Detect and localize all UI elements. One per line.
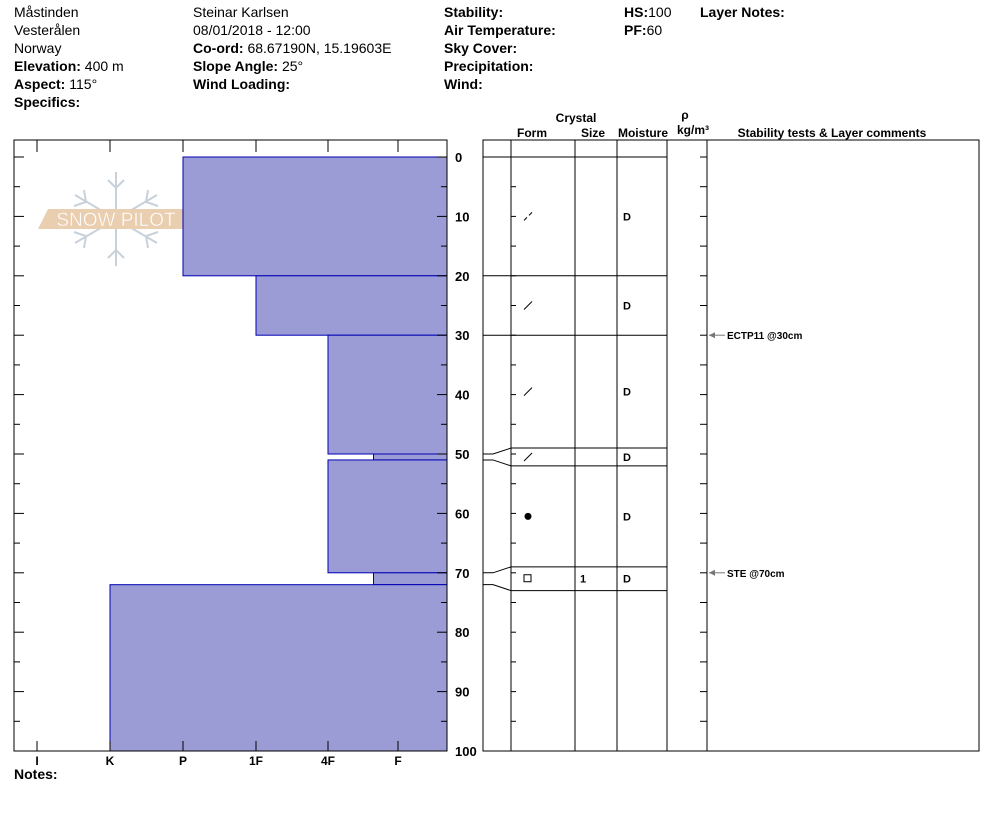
faceted-form-icon bbox=[523, 452, 533, 462]
comments-header: Stability tests & Layer comments bbox=[738, 126, 927, 140]
column-headers: Crystal Form Size Moisture ρ kg/m³ Stabi… bbox=[517, 108, 927, 140]
hardness-label-F: F bbox=[394, 754, 401, 768]
decomposing-particles-icon bbox=[523, 212, 533, 221]
depth-connector bbox=[483, 584, 512, 592]
depth-label: 40 bbox=[455, 388, 469, 403]
depth-connector bbox=[483, 566, 512, 574]
crystal-size: 1 bbox=[580, 574, 586, 586]
layer-notes: Layer Notes: bbox=[700, 4, 785, 20]
depth-connector bbox=[483, 459, 512, 467]
hardness-bar-6 bbox=[109, 584, 448, 752]
wind-loading: Wind Loading: bbox=[193, 76, 291, 92]
country: Norway bbox=[14, 40, 62, 56]
depth-label: 20 bbox=[455, 269, 469, 284]
logo-banner bbox=[38, 209, 194, 229]
layer-row: D bbox=[523, 452, 631, 464]
hardness-plot-frame bbox=[13, 139, 448, 752]
hardness-label-K: K bbox=[106, 754, 115, 768]
depth-label: 100 bbox=[455, 744, 477, 759]
wind: Wind: bbox=[444, 76, 483, 92]
layer-row: D bbox=[524, 511, 631, 523]
hardness-bar-2 bbox=[327, 334, 448, 455]
faceted-form-icon bbox=[523, 387, 533, 396]
aspect: Aspect: 115° bbox=[14, 76, 98, 92]
logo-text: SNOW PILOT bbox=[56, 210, 176, 231]
moisture-value: D bbox=[623, 211, 631, 223]
arrow-head-icon bbox=[709, 569, 715, 576]
location: Måstinden bbox=[14, 4, 79, 20]
hardness-label-I: I bbox=[35, 754, 38, 768]
depth-label: 0 bbox=[455, 150, 462, 165]
pf: PF:60 bbox=[624, 22, 663, 38]
depth-label: 80 bbox=[455, 625, 469, 640]
moisture-value: D bbox=[623, 452, 631, 464]
moisture-header: Moisture bbox=[618, 126, 668, 140]
hardness-label-1F: 1F bbox=[249, 754, 263, 768]
sky-cover: Sky Cover: bbox=[444, 40, 518, 56]
rho-header: ρ bbox=[681, 108, 688, 122]
stability: Stability: bbox=[444, 4, 504, 20]
layer-row: D bbox=[523, 387, 631, 399]
moisture-value: D bbox=[623, 511, 631, 523]
arrow-head-icon bbox=[709, 332, 715, 339]
air-temperature: Air Temperature: bbox=[444, 22, 556, 38]
notes: Notes: bbox=[14, 766, 58, 782]
test-label: STE @70cm bbox=[727, 569, 785, 580]
density-unit-header: kg/m³ bbox=[677, 123, 709, 137]
stability-test: ECTP11 @30cm bbox=[709, 331, 802, 342]
depth-label: 60 bbox=[455, 506, 469, 521]
depth-label: 50 bbox=[455, 447, 469, 462]
depth-label: 70 bbox=[455, 566, 469, 581]
hs: HS:100 bbox=[624, 4, 672, 20]
elevation: Elevation: 400 m bbox=[14, 58, 124, 74]
size-header: Size bbox=[581, 126, 605, 140]
form-header: Form bbox=[517, 126, 547, 140]
moisture-value: D bbox=[623, 301, 631, 313]
hardness-bar-5 bbox=[373, 572, 448, 586]
snowpilot-logo: SNOW PILOT bbox=[38, 172, 194, 266]
depth-label: 90 bbox=[455, 685, 469, 700]
observer: Steinar Karlsen bbox=[193, 4, 289, 20]
layer-row: D bbox=[523, 301, 631, 313]
hardness-label-4F: 4F bbox=[321, 754, 335, 768]
hardness-bar-1 bbox=[255, 275, 448, 336]
region: Vesterålen bbox=[14, 22, 81, 38]
datetime: 08/01/2018 - 12:00 bbox=[193, 22, 311, 38]
moisture-value: D bbox=[623, 387, 631, 399]
test-label: ECTP11 @30cm bbox=[727, 331, 802, 342]
faceted-form-icon bbox=[523, 301, 533, 310]
stability-test: STE @70cm bbox=[709, 569, 785, 580]
slope-angle: Slope Angle: 25° bbox=[193, 58, 304, 74]
layer-row: D bbox=[523, 211, 631, 223]
layer-table-frame bbox=[482, 139, 980, 752]
moisture-value: D bbox=[623, 574, 631, 586]
precipitation: Precipitation: bbox=[444, 58, 534, 74]
hardness-bar-3 bbox=[373, 453, 448, 461]
hardness-label-P: P bbox=[179, 754, 187, 768]
rounded-grain-icon bbox=[524, 512, 532, 520]
faceted-crystal-icon bbox=[523, 574, 532, 583]
crystal-header: Crystal bbox=[556, 111, 597, 125]
depth-connector bbox=[483, 447, 512, 455]
hardness-bar-4 bbox=[327, 459, 448, 574]
depth-label: 30 bbox=[455, 328, 469, 343]
specifics: Specifics: bbox=[14, 94, 81, 110]
hardness-bar-0 bbox=[182, 156, 448, 277]
coordinates: Co-ord: 68.67190N, 15.19603E bbox=[193, 40, 392, 56]
depth-label: 10 bbox=[455, 209, 469, 224]
